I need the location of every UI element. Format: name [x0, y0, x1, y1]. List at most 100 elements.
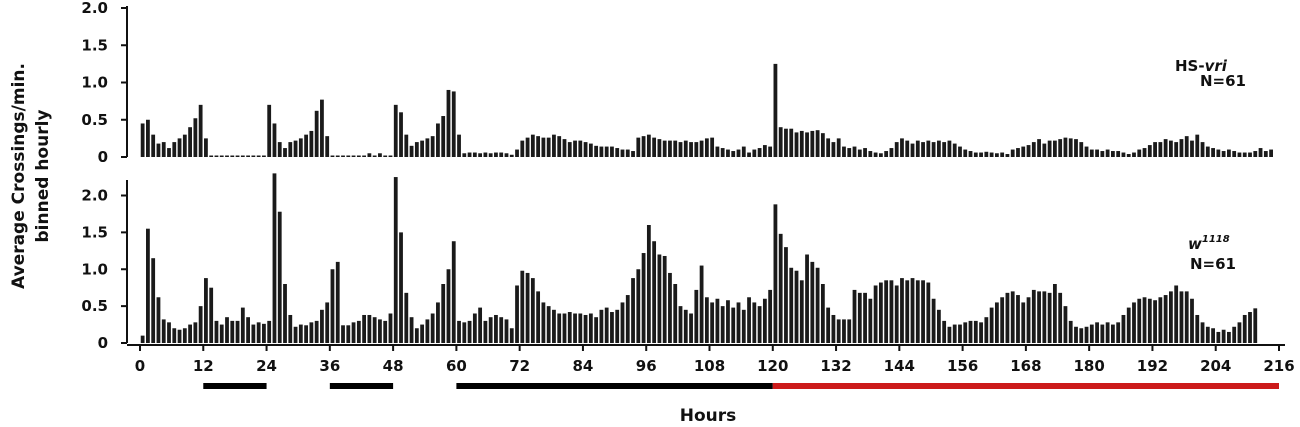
bar [1084, 146, 1089, 157]
bar [146, 228, 150, 343]
light-regime-bar [772, 383, 1279, 389]
bar [367, 153, 372, 157]
bar [1047, 292, 1052, 343]
bar [894, 285, 899, 343]
bar [900, 138, 904, 158]
bar [699, 265, 704, 343]
bar [810, 130, 815, 157]
bar [778, 233, 783, 343]
bar [1137, 149, 1142, 157]
bar [678, 142, 683, 157]
bar [583, 314, 588, 343]
bar [836, 138, 841, 158]
bar [209, 287, 214, 343]
bar [604, 146, 609, 157]
light-regime-bar [456, 383, 773, 389]
bar [757, 148, 762, 157]
bar [1237, 322, 1242, 343]
bar [504, 319, 509, 343]
bar [731, 307, 736, 343]
bar [921, 142, 925, 157]
bar [704, 297, 709, 343]
bar [351, 155, 356, 157]
bar [1068, 138, 1073, 158]
bar [451, 241, 456, 343]
bar [1010, 291, 1015, 344]
bar [541, 137, 546, 157]
bar [362, 155, 367, 157]
bar [878, 282, 883, 343]
bar [757, 306, 762, 344]
bar [747, 297, 751, 343]
bar [794, 132, 799, 157]
bar [140, 335, 145, 344]
bar [636, 269, 641, 343]
bar [1026, 145, 1031, 157]
bar [873, 152, 878, 157]
x-tick-label: 72 [509, 357, 530, 375]
bar [1158, 297, 1163, 343]
bar [1037, 291, 1041, 344]
bar [1116, 322, 1121, 343]
bar [1227, 149, 1231, 157]
bar [430, 136, 435, 157]
bar [272, 173, 277, 344]
bar [1126, 154, 1131, 157]
bar [594, 317, 599, 343]
bar [441, 116, 446, 157]
bar [293, 140, 298, 157]
bar [367, 314, 372, 343]
bar [1232, 326, 1237, 343]
bar [235, 155, 240, 157]
bar [1037, 139, 1041, 157]
bar [1079, 142, 1084, 157]
bar [193, 322, 198, 343]
panel-hs-vri: 0 0.5 1.0 1.5 2.0 HS-vri N=61 [81, 0, 1273, 166]
bar [1047, 140, 1052, 157]
bar [778, 127, 783, 157]
x-axis: 0 12 24 36 48 60 72 84 96 108 120 132 144 156 168 180 19… [127, 344, 1295, 375]
n-label-w1118: N=61 [1190, 255, 1236, 273]
bar [1174, 285, 1179, 343]
bar [1095, 149, 1099, 157]
x-tick-label: 48 [383, 357, 404, 375]
bar [267, 104, 272, 157]
bar [304, 325, 309, 343]
bar [726, 149, 730, 157]
bar [673, 284, 678, 343]
bar [905, 280, 910, 343]
bar [536, 136, 541, 157]
bar [884, 151, 889, 157]
bar [483, 152, 488, 157]
bar [731, 151, 736, 157]
bar [335, 155, 340, 157]
bar [1089, 324, 1094, 343]
bar [762, 298, 767, 343]
bar [1174, 142, 1179, 157]
bar [668, 272, 672, 343]
bar [409, 317, 414, 343]
bar [1200, 142, 1205, 157]
bar [346, 155, 351, 157]
bar [436, 302, 440, 343]
bar [325, 136, 330, 157]
bar [198, 104, 203, 157]
bar [646, 134, 651, 157]
bar [1263, 151, 1268, 157]
bar [1142, 297, 1147, 343]
bar [494, 152, 498, 157]
bar [889, 280, 894, 343]
bar [240, 307, 245, 343]
bar [720, 148, 725, 157]
bar [193, 118, 198, 157]
bar [762, 145, 767, 157]
bar [768, 289, 773, 343]
bar [478, 307, 483, 343]
bar [847, 148, 852, 157]
bar [1137, 298, 1142, 343]
bar [230, 320, 235, 344]
bar [989, 307, 994, 343]
bar [789, 128, 794, 157]
bar [863, 148, 867, 157]
bar [414, 328, 419, 343]
